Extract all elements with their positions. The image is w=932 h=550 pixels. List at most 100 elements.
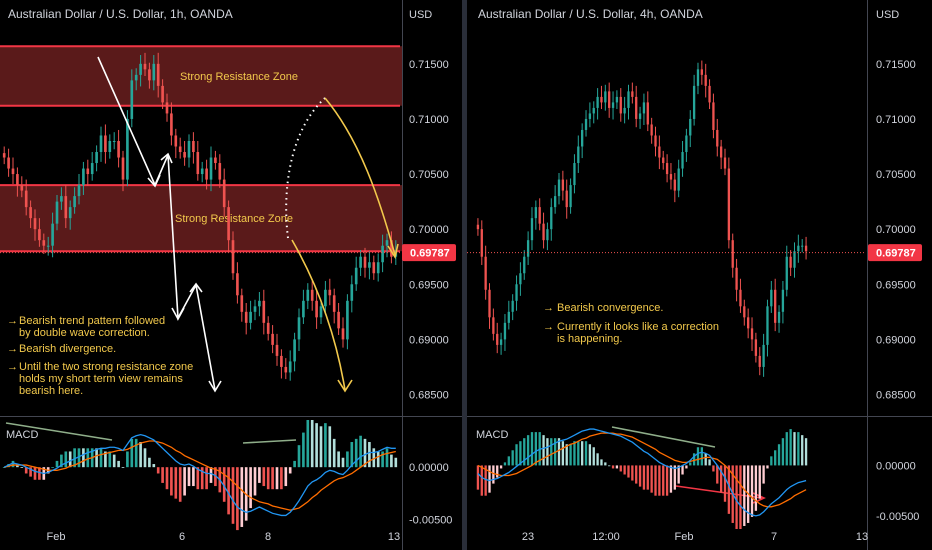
right-price-tick-label: 0.70500 bbox=[876, 169, 916, 181]
candle-body bbox=[73, 196, 76, 208]
candle-body bbox=[716, 129, 719, 147]
macd-histogram-bar bbox=[293, 460, 296, 468]
macd-histogram-bar bbox=[627, 465, 630, 478]
candle-body bbox=[743, 306, 746, 318]
note-arrow-icon: → bbox=[7, 315, 18, 327]
macd-histogram-bar bbox=[635, 465, 638, 484]
candle-body bbox=[350, 284, 354, 301]
macd-signal-line bbox=[477, 432, 807, 508]
candle-body bbox=[178, 146, 182, 153]
macd-histogram-bar bbox=[774, 450, 777, 466]
macd-histogram-bar bbox=[785, 432, 788, 466]
macd-histogram-bar bbox=[754, 465, 758, 511]
candle-body bbox=[569, 185, 572, 208]
macd-histogram-bar bbox=[743, 465, 746, 526]
macd-histogram-bar bbox=[178, 467, 182, 502]
candle-body bbox=[126, 118, 129, 180]
candle-body bbox=[484, 256, 487, 290]
left-last-price-badge: 0.69787 bbox=[402, 244, 456, 262]
projection-arrow-upper bbox=[324, 97, 396, 256]
candle-body bbox=[658, 146, 661, 158]
right-chart-title: Australian Dollar / U.S. Dollar, 4h, OAN… bbox=[478, 7, 703, 21]
candle-body bbox=[526, 240, 530, 257]
candle-body bbox=[174, 135, 178, 147]
macd-histogram-bar bbox=[126, 451, 129, 468]
candle-body bbox=[797, 245, 800, 252]
candle-body bbox=[328, 289, 332, 296]
macd-histogram-bar bbox=[758, 465, 761, 499]
macd-histogram-bar bbox=[658, 465, 661, 496]
candle-body bbox=[581, 129, 584, 147]
candle-body bbox=[293, 339, 296, 362]
candle-body bbox=[95, 152, 98, 164]
macd-histogram-bar bbox=[526, 435, 530, 466]
macd-histogram-bar bbox=[82, 448, 85, 468]
macd-histogram-bar bbox=[20, 467, 24, 468]
macd-histogram-bar bbox=[727, 465, 731, 514]
candle-body bbox=[611, 102, 615, 108]
macd-histogram-bar bbox=[631, 465, 634, 481]
candle-body bbox=[319, 306, 323, 318]
candle-body bbox=[16, 174, 19, 186]
macd-histogram-bar bbox=[187, 467, 191, 487]
macd-histogram-bar bbox=[696, 447, 700, 466]
candle-body bbox=[156, 63, 160, 86]
macd-histogram-bar bbox=[112, 454, 116, 468]
macd-histogram-bar bbox=[573, 441, 576, 466]
macd-histogram-bar bbox=[196, 467, 200, 490]
candle-body bbox=[689, 118, 692, 136]
macd-histogram-bar bbox=[310, 420, 314, 468]
candle-body bbox=[801, 245, 804, 247]
candle-body bbox=[205, 168, 208, 180]
macd-histogram-bar bbox=[24, 467, 28, 474]
candle-body bbox=[187, 140, 191, 158]
macd-histogram-bar bbox=[60, 454, 63, 468]
candle-body bbox=[754, 339, 758, 356]
macd-histogram-bar bbox=[476, 465, 480, 490]
note-bearish-trend: Bearish trend pattern followed by double… bbox=[19, 315, 168, 339]
right-price-tick-label: 0.68500 bbox=[876, 389, 916, 401]
macd-histogram-bar bbox=[324, 423, 327, 468]
left-notes: → Bearish trend pattern followed by doub… bbox=[7, 315, 196, 397]
candle-body bbox=[390, 240, 393, 257]
macd-histogram-bar bbox=[766, 465, 769, 469]
macd-convergence-line bbox=[611, 426, 716, 448]
candle-body bbox=[354, 267, 358, 285]
candle-body bbox=[619, 96, 622, 114]
note-view-line1: Until the two strong resistance zone bbox=[19, 361, 193, 373]
note-bearish-trend-line1: Bearish trend pattern followed bbox=[19, 315, 165, 327]
candle-body bbox=[231, 240, 235, 274]
macd-histogram-bar bbox=[577, 441, 580, 466]
candle-body bbox=[553, 196, 557, 208]
macd-histogram-bar bbox=[284, 467, 288, 487]
candle-body bbox=[20, 185, 24, 191]
candle-body bbox=[650, 124, 653, 136]
note-correction: Currently it looks like a correction is … bbox=[557, 321, 722, 345]
macd-histogram-bar bbox=[121, 467, 125, 468]
candle-body bbox=[627, 91, 630, 108]
candle-body bbox=[108, 140, 112, 153]
macd-histogram-bar bbox=[708, 459, 711, 466]
macd-histogram-bar bbox=[584, 441, 588, 466]
note-resistance-view: Until the two strong resistance zone hol… bbox=[19, 361, 196, 397]
macd-histogram-bar bbox=[704, 453, 707, 466]
candle-body bbox=[275, 344, 279, 356]
note-arrow-icon: → bbox=[7, 343, 18, 355]
macd-histogram-bar bbox=[315, 423, 318, 468]
macd-histogram-bar bbox=[170, 467, 173, 496]
candle-body bbox=[368, 262, 371, 268]
macd-histogram-bar bbox=[372, 448, 376, 468]
candle-body bbox=[359, 256, 362, 268]
candle-body bbox=[638, 113, 642, 119]
macd-histogram-bar bbox=[480, 465, 483, 496]
macd-histogram-bar bbox=[385, 448, 389, 468]
candle-body bbox=[165, 102, 169, 114]
right-price-tick-label: 0.70000 bbox=[876, 224, 916, 236]
macd-histogram-bar bbox=[534, 432, 537, 466]
right-price-tick-label: 0.71000 bbox=[876, 114, 916, 126]
macd-histogram-bar bbox=[685, 465, 688, 469]
arrowhead-icon bbox=[208, 380, 222, 393]
candle-body bbox=[727, 168, 731, 241]
macd-histogram-bar bbox=[777, 444, 781, 466]
candle-body bbox=[183, 152, 186, 158]
